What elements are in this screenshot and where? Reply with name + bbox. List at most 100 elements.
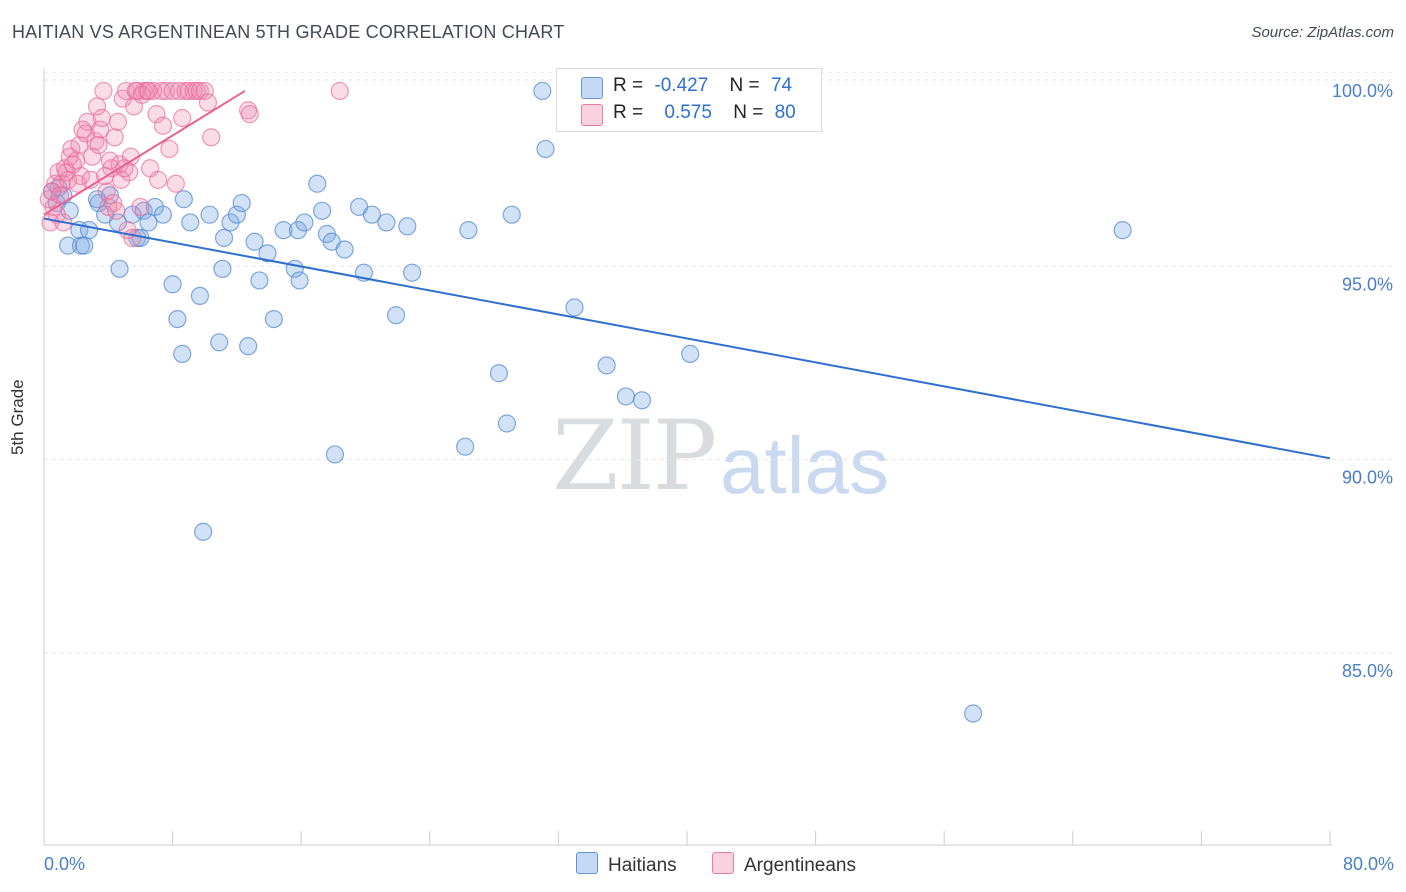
haitian-point bbox=[616, 387, 636, 406]
argentinean-point bbox=[198, 93, 218, 112]
argentinean-point bbox=[100, 151, 120, 170]
argentinean-point bbox=[149, 170, 168, 189]
haitian-point bbox=[312, 201, 332, 220]
argentinean-point bbox=[160, 139, 179, 159]
haitian-point bbox=[239, 337, 258, 356]
haitian-point bbox=[497, 414, 517, 433]
legend-row-haitian: R = -0.427 N = 74 bbox=[613, 75, 792, 97]
y-tick-label: 95.0% bbox=[1342, 274, 1393, 294]
trend-layer bbox=[43, 90, 1331, 460]
haitian-point bbox=[227, 205, 246, 224]
haitians-swatch bbox=[576, 852, 598, 874]
argentinean-point bbox=[73, 120, 92, 139]
argentinean-trend-line bbox=[43, 90, 246, 216]
haitian-point bbox=[681, 344, 700, 363]
legend-n-label: N = bbox=[729, 75, 760, 96]
legend-r-value-argentinean: 0.575 bbox=[664, 102, 712, 123]
haitian-trend-line bbox=[43, 217, 1331, 460]
argentinean-point bbox=[94, 81, 113, 101]
argentinean-point bbox=[112, 170, 131, 189]
haitian-point bbox=[264, 309, 283, 329]
haitian-point bbox=[565, 298, 584, 317]
argentinean-point bbox=[330, 81, 349, 101]
haitian-point bbox=[200, 205, 219, 224]
haitian-point bbox=[110, 259, 129, 278]
watermark-atlas: atlas bbox=[720, 421, 889, 510]
haitian-point bbox=[1113, 221, 1132, 240]
haitian-point bbox=[335, 240, 354, 259]
haitian-point bbox=[295, 213, 314, 232]
argentinean-point bbox=[195, 81, 214, 101]
y-tick-label: 90.0% bbox=[1342, 468, 1393, 488]
haitian-point bbox=[163, 275, 182, 294]
bottom-legend-argentineans: Argentineans bbox=[712, 852, 856, 877]
watermark-zip: ZIP bbox=[552, 400, 717, 512]
haitian-point bbox=[232, 193, 251, 213]
legend-r-label: R = bbox=[613, 75, 644, 96]
haitian-point bbox=[190, 286, 210, 305]
haitian-legend-swatch bbox=[581, 77, 603, 99]
haitian-point bbox=[597, 356, 616, 375]
argentinean-point bbox=[173, 108, 192, 128]
haitian-point bbox=[533, 81, 552, 101]
haitian-point bbox=[181, 213, 200, 232]
argentinean-point bbox=[153, 116, 173, 135]
grid-layer bbox=[44, 72, 1394, 654]
haitian-point bbox=[489, 364, 509, 383]
legend-n-value-argentinean: 80 bbox=[774, 102, 796, 123]
argentinean-point bbox=[63, 155, 83, 174]
argentinean-point bbox=[139, 81, 158, 101]
legend-r-label: R = bbox=[613, 102, 644, 123]
haitian-point bbox=[377, 213, 396, 232]
argentineans-label: Argentineans bbox=[744, 855, 856, 876]
haitian-point bbox=[153, 205, 173, 224]
y-tick-label: 100.0% bbox=[1332, 81, 1393, 101]
haitian-point bbox=[108, 213, 128, 232]
haitian-point bbox=[964, 704, 983, 723]
haitian-point bbox=[59, 236, 78, 255]
haitian-point bbox=[459, 221, 478, 240]
haitian-point bbox=[274, 221, 293, 240]
argentinean-point bbox=[107, 201, 126, 220]
label-layer: 100.0% 95.0% 90.0% 85.0% 0.0% 80.0% bbox=[44, 81, 1394, 874]
haitian-point bbox=[79, 221, 99, 240]
axis-layer bbox=[43, 68, 1332, 846]
source-label: Source: ZipAtlas.com bbox=[1251, 24, 1394, 41]
argentinean-point bbox=[92, 108, 111, 128]
haitian-point bbox=[325, 445, 345, 464]
argentinean-point bbox=[131, 197, 150, 217]
argentinean-point bbox=[87, 97, 107, 116]
haitian-point bbox=[258, 244, 277, 263]
haitian-point bbox=[362, 205, 382, 224]
haitian-point bbox=[290, 271, 309, 290]
argentinean-point bbox=[166, 174, 185, 193]
argentinean-point bbox=[163, 81, 182, 101]
haitian-point bbox=[168, 309, 187, 329]
haitian-point bbox=[210, 333, 229, 352]
haitians-label: Haitians bbox=[608, 855, 677, 876]
haitian-point bbox=[456, 437, 475, 456]
legend-row-argentinean: R = 0.575 N = 80 bbox=[613, 102, 796, 124]
correlation-legend: R = -0.427 N = 74 R = 0.575 N = 80 bbox=[556, 68, 822, 132]
argentinean-point bbox=[147, 105, 166, 124]
haitian-point bbox=[403, 263, 422, 282]
argentinean-point bbox=[108, 112, 128, 131]
haitian-point bbox=[386, 306, 406, 325]
haitian-point bbox=[536, 139, 555, 159]
haitian-point bbox=[174, 190, 193, 209]
argentinean-point bbox=[169, 81, 189, 101]
argentinean-point bbox=[202, 128, 221, 147]
x-tick-label: 80.0% bbox=[1343, 854, 1394, 874]
argentinean-point bbox=[115, 159, 134, 178]
argentineans-swatch bbox=[712, 852, 734, 874]
argentinean-point bbox=[83, 147, 102, 166]
legend-n-value-haitian: 74 bbox=[770, 75, 793, 96]
argentinean-point bbox=[157, 81, 176, 101]
argentinean-point bbox=[105, 128, 124, 147]
argentinean-legend-swatch bbox=[581, 104, 603, 126]
haitian-point bbox=[194, 522, 213, 541]
y-tick-label: 85.0% bbox=[1342, 661, 1393, 681]
haitian-point bbox=[213, 259, 232, 278]
argentinean-point bbox=[91, 120, 110, 139]
haitian-point bbox=[632, 391, 652, 410]
